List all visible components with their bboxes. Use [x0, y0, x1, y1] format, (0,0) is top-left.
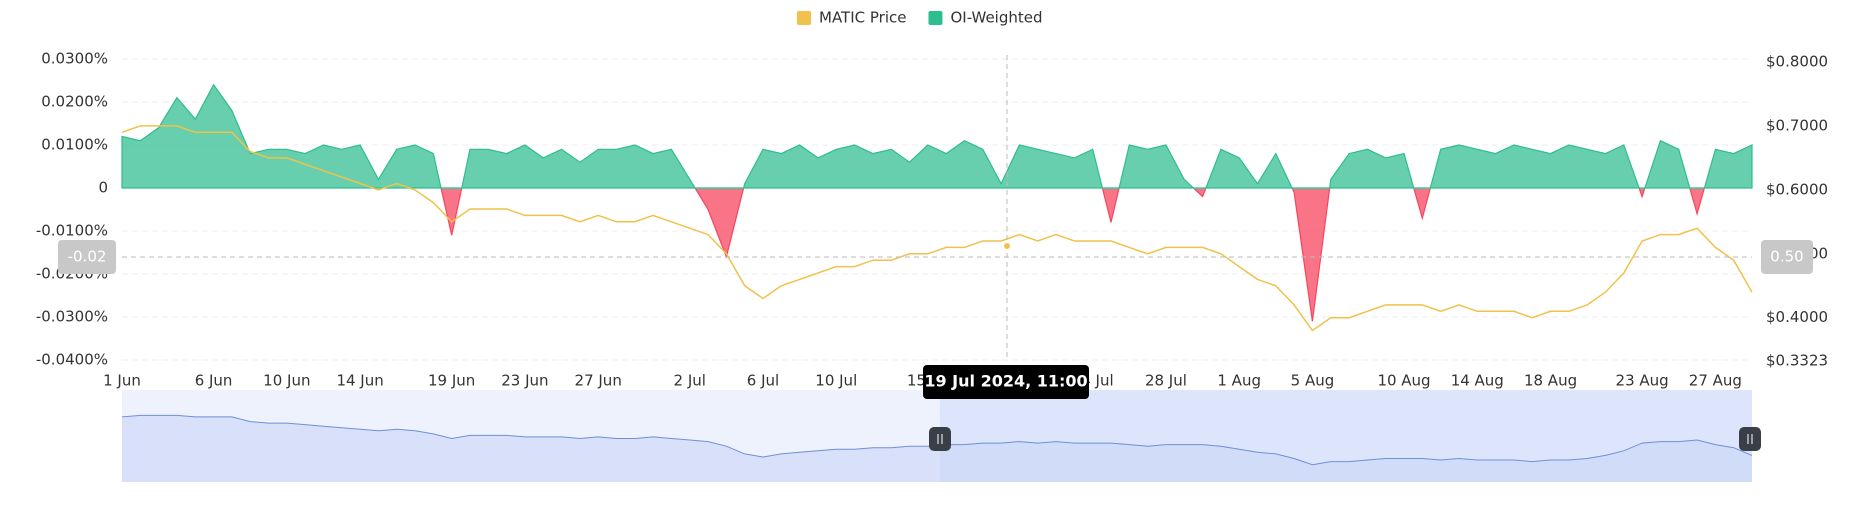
x-tick-label: 6 Jul — [747, 372, 779, 390]
x-tick-label: 14 Aug — [1451, 372, 1504, 390]
x-tick-label: 18 Aug — [1524, 372, 1577, 390]
y-tick-label: -0.0300% — [36, 308, 108, 326]
x-tick-label: 27 Jun — [575, 372, 622, 390]
crosshair-y2-label: 0.50 — [1770, 248, 1803, 266]
funding-area-positive — [121, 83, 1753, 189]
tooltip-box — [923, 365, 1089, 399]
x-tick-label: 1 Aug — [1217, 372, 1261, 390]
y-tick-label: -0.0100% — [36, 222, 108, 240]
tooltip-label: 19 Jul 2024, 11:00 — [924, 372, 1087, 391]
y-tick-label: 0.0300% — [41, 50, 108, 68]
x-tick-label: 10 Aug — [1377, 372, 1430, 390]
y2-tick-label: $0.3323 — [1766, 352, 1828, 370]
x-tick-label: 19 Jun — [428, 372, 475, 390]
navigator-handle[interactable] — [929, 427, 951, 451]
grid — [122, 58, 1752, 361]
legend-swatch — [928, 11, 943, 25]
y-tick-label: 0.0100% — [41, 136, 108, 154]
x-tick-label: 10 Jun — [263, 372, 310, 390]
navigator-handle[interactable] — [1739, 427, 1761, 451]
y-tick-label: 0.0200% — [41, 93, 108, 111]
y2-tick-label: $0.4000 — [1766, 308, 1828, 326]
x-tick-label: 5 Aug — [1291, 372, 1335, 390]
crosshair-y-label: -0.02 — [68, 248, 107, 266]
y-tick-label: -0.0400% — [36, 351, 108, 369]
crosshair-y2-box — [1761, 240, 1813, 274]
x-tick-label: 27 Aug — [1689, 372, 1742, 390]
navigator[interactable] — [121, 390, 1761, 482]
legend-swatch — [797, 11, 811, 25]
x-tick-label: 1 Jun — [103, 372, 141, 390]
labels: -0.0400%-0.0300%-0.0200%-0.0100%00.0100%… — [36, 9, 1828, 390]
y2-tick-label: $0.8000 — [1766, 53, 1828, 71]
crosshair-y-box — [58, 240, 116, 274]
overlay: -0.02 0.50 19 Jul 2024, 11:00 — [58, 55, 1813, 399]
x-tick-label: 6 Jun — [195, 372, 233, 390]
x-tick-label: 23 Aug — [1616, 372, 1669, 390]
y2-tick-label: $0.6000 — [1766, 180, 1828, 198]
price-line — [121, 125, 1753, 332]
y2-tick-label: $0.7000 — [1766, 116, 1828, 134]
legend-label: OI-Weighted — [950, 9, 1042, 27]
y-tick-label: 0 — [98, 179, 108, 197]
crosshair-point — [1003, 242, 1011, 250]
marks — [121, 83, 1753, 332]
legend-label: MATIC Price — [819, 9, 906, 27]
x-tick-label: 14 Jun — [336, 372, 383, 390]
x-tick-label: 10 Jul — [815, 372, 857, 390]
x-tick-label: 28 Jul — [1145, 372, 1187, 390]
funding-area-negative — [440, 189, 1705, 322]
x-tick-label: 2 Jul — [674, 372, 706, 390]
x-tick-label: 23 Jun — [501, 372, 548, 390]
